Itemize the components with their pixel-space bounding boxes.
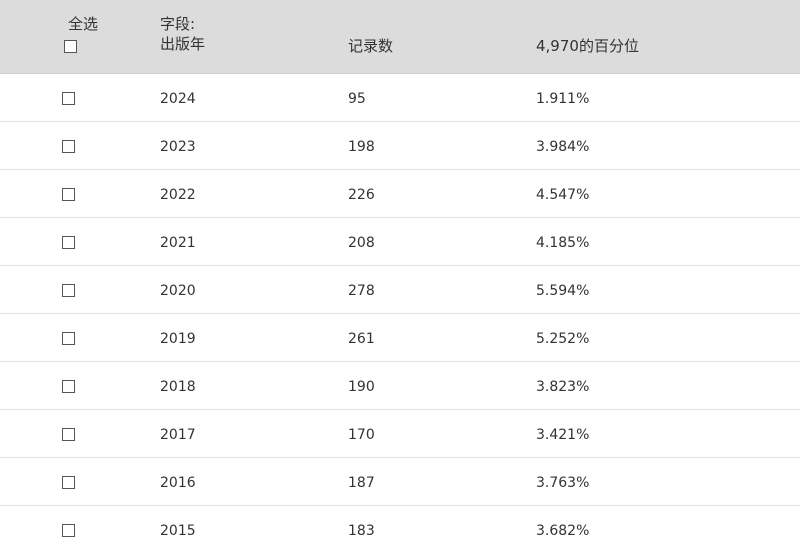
year-cell: 2024 (160, 91, 196, 107)
year-cell: 2018 (160, 379, 196, 395)
count-cell: 183 (348, 523, 375, 539)
field-header: 字段: 出版年 (160, 14, 205, 54)
year-cell: 2022 (160, 187, 196, 203)
year-cell: 2021 (160, 235, 196, 251)
count-cell: 278 (348, 283, 375, 299)
count-cell: 187 (348, 475, 375, 491)
row-checkbox[interactable] (62, 284, 75, 297)
table-body: 2024 95 1.911% 2023 198 3.984% 2022 226 … (0, 74, 800, 542)
row-checkbox[interactable] (62, 380, 75, 393)
row-checkbox[interactable] (62, 524, 75, 537)
percent-header: 4,970的百分位 (536, 37, 639, 55)
select-all-checkbox[interactable] (64, 40, 77, 53)
percent-cell: 3.682% (536, 523, 590, 539)
percent-cell: 3.421% (536, 427, 590, 443)
table-row: 2015 183 3.682% (0, 506, 800, 542)
row-checkbox[interactable] (62, 332, 75, 345)
field-header-line1: 字段: (160, 15, 196, 33)
table-row: 2018 190 3.823% (0, 362, 800, 410)
field-header-line2: 出版年 (160, 35, 206, 53)
percent-cell: 4.547% (536, 187, 590, 203)
row-checkbox[interactable] (62, 92, 75, 105)
row-checkbox[interactable] (62, 188, 75, 201)
year-cell: 2015 (160, 523, 196, 539)
percent-cell: 3.823% (536, 379, 590, 395)
count-header: 记录数 (348, 37, 394, 55)
count-cell: 261 (348, 331, 375, 347)
count-cell: 190 (348, 379, 375, 395)
table-row: 2017 170 3.421% (0, 410, 800, 458)
table-row: 2021 208 4.185% (0, 218, 800, 266)
count-cell: 226 (348, 187, 375, 203)
table-row: 2022 226 4.547% (0, 170, 800, 218)
percent-cell: 5.594% (536, 283, 590, 299)
row-checkbox[interactable] (62, 140, 75, 153)
table-row: 2020 278 5.594% (0, 266, 800, 314)
year-cell: 2017 (160, 427, 196, 443)
count-cell: 208 (348, 235, 375, 251)
select-all-label: 全选 (68, 15, 99, 33)
row-checkbox[interactable] (62, 428, 75, 441)
percent-cell: 3.763% (536, 475, 590, 491)
count-cell: 198 (348, 139, 375, 155)
year-cell: 2020 (160, 283, 196, 299)
table-row: 2023 198 3.984% (0, 122, 800, 170)
row-checkbox[interactable] (62, 236, 75, 249)
year-cell: 2016 (160, 475, 196, 491)
count-cell: 170 (348, 427, 375, 443)
year-cell: 2023 (160, 139, 196, 155)
table-row: 2019 261 5.252% (0, 314, 800, 362)
percent-cell: 4.185% (536, 235, 590, 251)
row-checkbox[interactable] (62, 476, 75, 489)
table-row: 2024 95 1.911% (0, 74, 800, 122)
year-cell: 2019 (160, 331, 196, 347)
percent-cell: 5.252% (536, 331, 590, 347)
percent-cell: 3.984% (536, 139, 590, 155)
percent-cell: 1.911% (536, 91, 590, 107)
table-row: 2016 187 3.763% (0, 458, 800, 506)
count-cell: 95 (348, 91, 366, 107)
table-header: 全选 字段: 出版年 记录数 4,970的百分位 (0, 0, 800, 74)
